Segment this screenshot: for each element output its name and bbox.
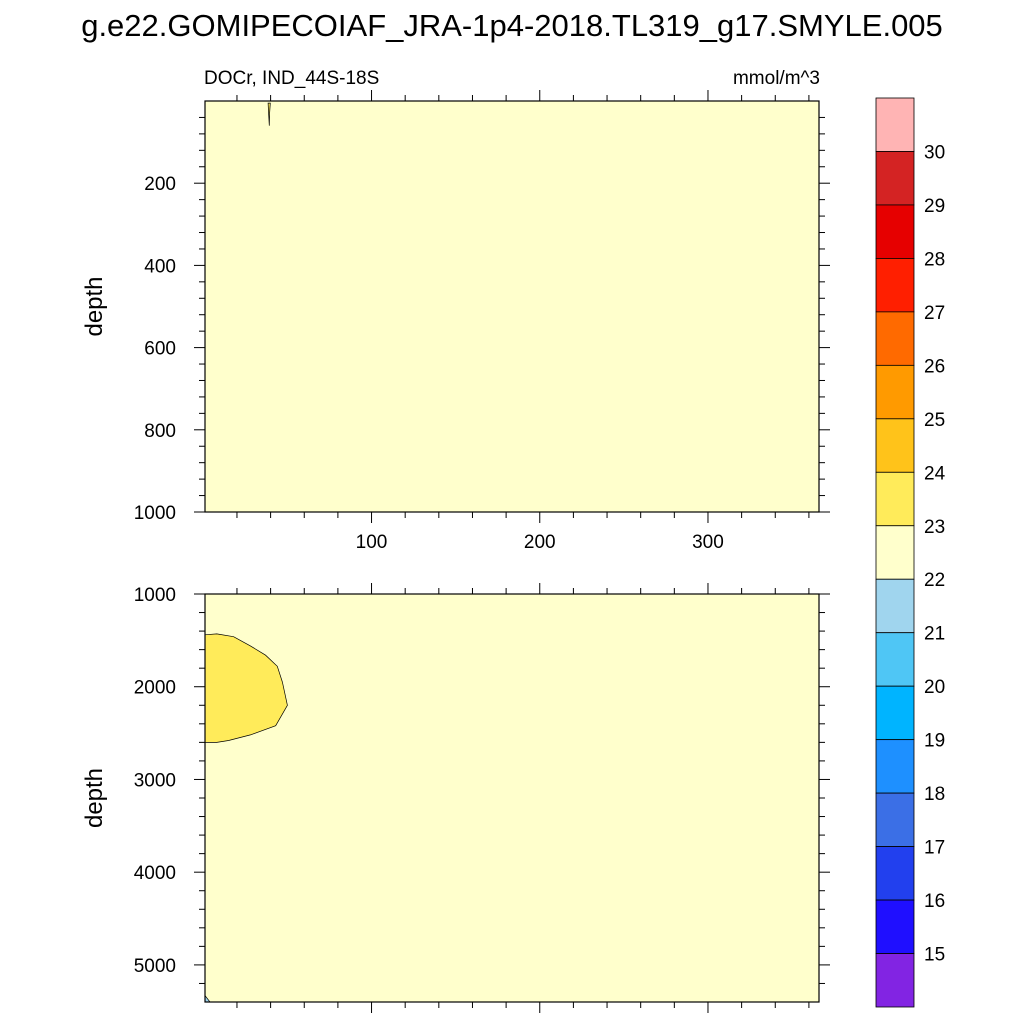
- colorbar-tick-label: 27: [924, 303, 945, 324]
- colorbar-swatch: [875, 311, 915, 366]
- contour-fill-background: [205, 594, 819, 1002]
- lower-panel: 2000 3000 4000 5000 1000 depth: [81, 583, 830, 1013]
- colorbar-swatch: [875, 685, 915, 741]
- colorbar-tick-label: 20: [924, 677, 945, 698]
- colorbar-tick-label: 25: [924, 410, 945, 431]
- x-tick-label: 100: [356, 532, 388, 553]
- y-tick-label: 2000: [134, 678, 176, 699]
- colorbar-swatch: [875, 258, 915, 313]
- colorbar-tick-label: 16: [924, 891, 945, 912]
- colorbar-tick-label: 18: [924, 784, 945, 805]
- upper-panel: 100 200 300 200 400 600 800 1000 depth: [81, 90, 830, 553]
- colorbar-swatch: [875, 953, 915, 1008]
- colorbar-tick-label: 28: [924, 249, 945, 270]
- colorbar-swatch: [875, 97, 915, 152]
- colorbar-swatch: [875, 364, 915, 420]
- colorbar-tick-label: 26: [924, 356, 945, 377]
- y-axis-label: depth: [81, 768, 108, 828]
- y-axis-label: depth: [81, 276, 108, 336]
- colorbar-tick-label: 19: [924, 731, 945, 752]
- colorbar-tick-label: 17: [924, 838, 945, 859]
- y-tick-label: 400: [144, 256, 176, 277]
- panel-subtitle-right: mmol/m^3: [733, 68, 820, 89]
- contour-fill-background: [205, 101, 819, 512]
- colorbar-swatch: [875, 418, 915, 473]
- x-tick-label: 200: [524, 532, 556, 553]
- panel-subtitle-left: DOCr, IND_44S-18S: [204, 68, 379, 89]
- colorbar-swatch: [875, 151, 915, 206]
- plot-frame: [204, 100, 820, 513]
- y-tick-label: 4000: [134, 863, 176, 884]
- colorbar-swatch: [875, 899, 915, 954]
- figure-title: g.e22.GOMIPECOIAF_JRA-1p4-2018.TL319_g17…: [81, 8, 943, 43]
- y-tick-label: 200: [144, 174, 176, 195]
- colorbar: 15 16 17 18 19 20 21 22 23 24 25 26 27 28 29 30: [875, 97, 946, 1008]
- colorbar-swatch: [875, 739, 915, 794]
- colorbar-swatch: [875, 578, 915, 634]
- x-tick-label: 300: [692, 532, 724, 553]
- y-tick-label: 5000: [134, 956, 176, 977]
- colorbar-swatch: [875, 525, 915, 580]
- colorbar-swatch: [875, 204, 915, 259]
- colorbar-tick-label: 15: [924, 945, 945, 966]
- y-tick-label: 800: [144, 421, 176, 442]
- colorbar-swatch: [875, 846, 915, 901]
- colorbar-swatch: [875, 471, 915, 527]
- y-tick-label: 1000: [134, 585, 176, 606]
- contour-region-23-24: [267, 102, 271, 126]
- colorbar-tick-label: 30: [924, 143, 945, 164]
- colorbar-tick-label: 23: [924, 517, 945, 538]
- contour-region-23-24: [204, 633, 288, 743]
- colorbar-tick-label: 24: [924, 463, 946, 484]
- colorbar-swatch: [875, 632, 915, 687]
- colorbar-tick-label: 21: [924, 624, 945, 645]
- colorbar-swatch: [875, 792, 915, 847]
- colorbar-tick-label: 29: [924, 196, 945, 217]
- y-tick-label: 1000: [134, 503, 176, 524]
- y-tick-label: 3000: [134, 770, 176, 791]
- y-tick-label: 600: [144, 339, 176, 360]
- colorbar-tick-label: 22: [924, 570, 945, 591]
